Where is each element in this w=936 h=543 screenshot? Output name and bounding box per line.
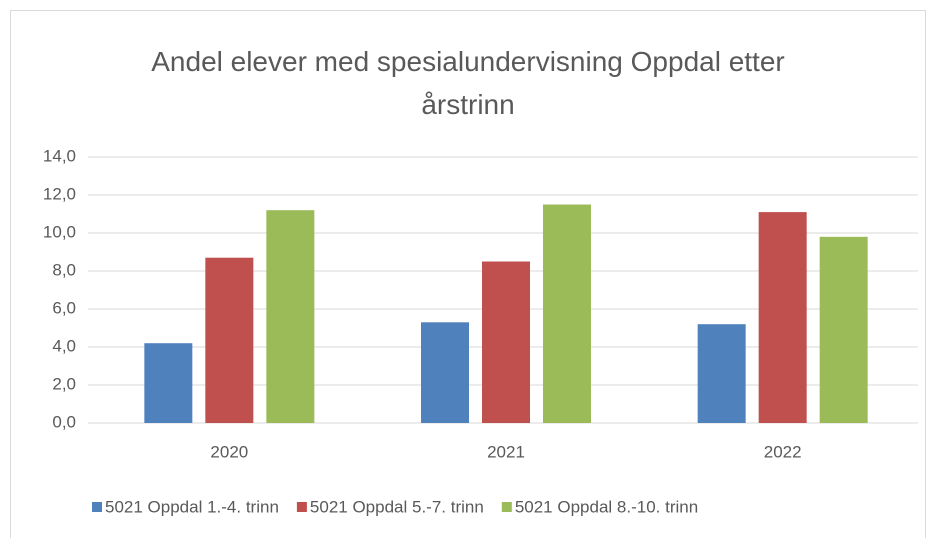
legend-label: 5021 Oppdal 5.-7. trinn xyxy=(310,497,484,516)
x-tick-label: 2020 xyxy=(210,442,248,461)
y-tick-label: 0,0 xyxy=(52,412,76,431)
legend-label: 5021 Oppdal 8.-10. trinn xyxy=(515,497,698,516)
bar xyxy=(819,236,868,423)
bar xyxy=(266,210,315,423)
bar xyxy=(697,324,746,423)
bar xyxy=(205,257,254,423)
legend-swatch xyxy=(296,502,307,512)
legend-swatch xyxy=(92,502,102,512)
bar xyxy=(543,204,591,423)
y-tick-label: 10,0 xyxy=(43,222,76,241)
y-tick-label: 8,0 xyxy=(52,260,76,279)
bar xyxy=(144,343,193,423)
bar xyxy=(421,322,469,423)
x-tick-label: 2021 xyxy=(487,442,525,461)
y-tick-label: 2,0 xyxy=(52,374,76,393)
chart-title: Andel elever med spesialundervisning Opp… xyxy=(151,46,785,120)
bar xyxy=(482,261,530,423)
y-tick-label: 14,0 xyxy=(43,146,76,165)
y-tick-label: 6,0 xyxy=(52,298,76,317)
legend-label: 5021 Oppdal 1.-4. trinn xyxy=(105,497,279,516)
y-tick-label: 12,0 xyxy=(43,184,76,203)
x-tick-label: 2022 xyxy=(764,442,802,461)
y-tick-label: 4,0 xyxy=(52,336,76,355)
chart-border xyxy=(10,10,926,543)
bar xyxy=(758,212,807,423)
legend-swatch xyxy=(501,502,512,512)
